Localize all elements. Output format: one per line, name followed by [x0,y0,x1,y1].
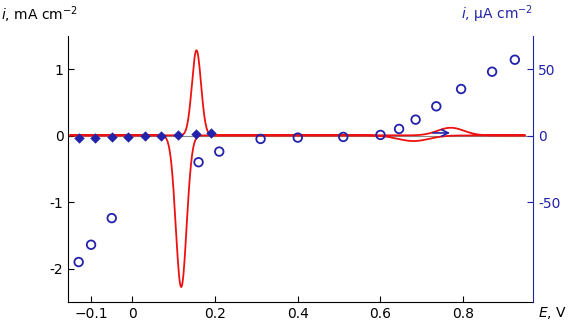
Text: $i$, mA cm$^{-2}$: $i$, mA cm$^{-2}$ [1,5,78,25]
Point [376,132,385,137]
Point [411,117,420,122]
Point [206,130,215,136]
Point [457,86,466,92]
Point [194,160,203,165]
Point [256,136,265,141]
Point [215,149,224,154]
Point [395,126,404,132]
Text: $i$, μA cm$^{-2}$: $i$, μA cm$^{-2}$ [461,4,533,25]
Point [293,135,303,140]
Point [510,57,520,62]
Point [174,132,183,137]
Point [339,134,348,139]
Point [140,134,150,139]
Point [432,104,441,109]
Point [74,136,83,141]
Text: $E$, V: $E$, V [538,305,567,321]
Point [107,215,116,221]
Point [124,134,133,139]
Point [488,69,497,74]
Point [91,136,100,141]
Point [107,134,116,139]
Point [192,131,201,136]
Point [157,134,166,139]
Point [86,242,95,247]
Point [74,259,83,265]
